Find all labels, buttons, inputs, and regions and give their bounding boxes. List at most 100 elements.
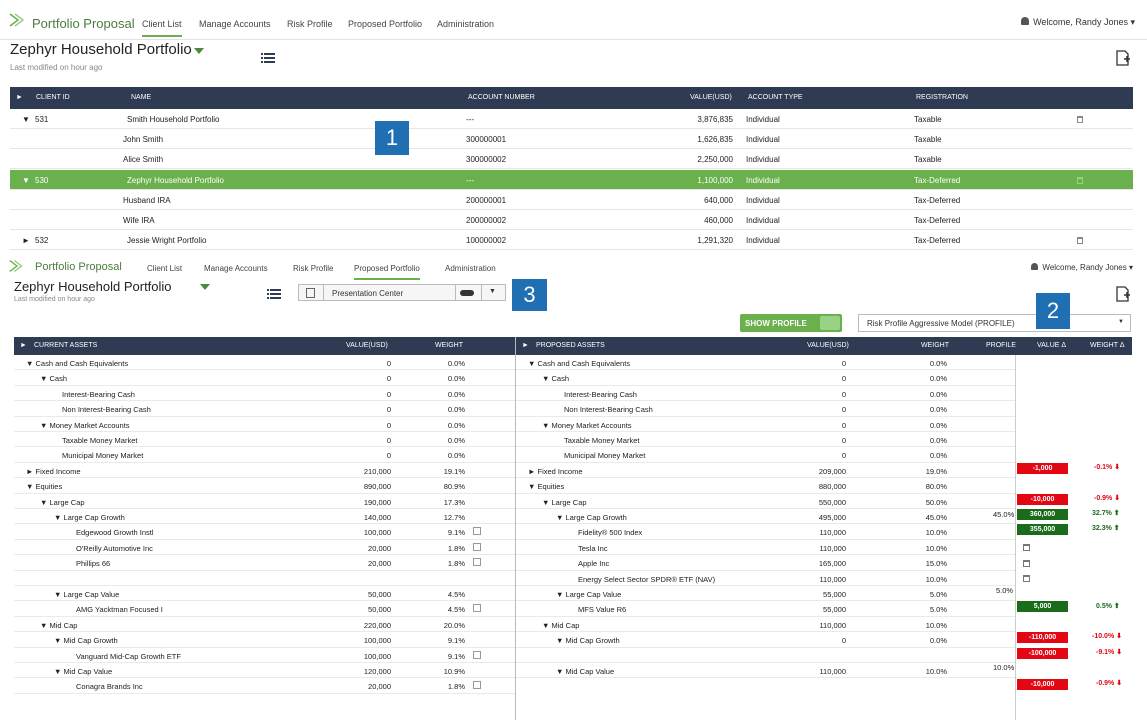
table-row[interactable]: Conagra Brands Inc 20,000 1.8% bbox=[14, 678, 515, 694]
table-row[interactable]: Tesla Inc 110,000 10.0% bbox=[516, 540, 1015, 556]
expand-all-icon[interactable]: ► bbox=[522, 342, 529, 349]
table-row[interactable]: Vanguard Mid-Cap Growth ETF 100,000 9.1% bbox=[14, 648, 515, 663]
col-account-type[interactable]: ACCOUNT TYPE bbox=[748, 94, 803, 101]
table-row[interactable]: Non Interest-Bearing Cash 0 0.0% bbox=[14, 401, 515, 417]
nav-risk-profile[interactable]: Risk Profile bbox=[293, 264, 334, 273]
portfolio-dropdown-icon[interactable] bbox=[194, 48, 204, 54]
nav-proposed-portfolio[interactable]: Proposed Portfolio bbox=[348, 19, 423, 29]
trash-icon[interactable] bbox=[1023, 575, 1030, 582]
col-weight-delta[interactable]: WEIGHT Δ bbox=[1090, 342, 1125, 349]
collapse-icon[interactable]: ▼ bbox=[22, 115, 30, 124]
user-menu[interactable]: Welcome, Randy Jones ▾ bbox=[1021, 17, 1135, 28]
col-name[interactable]: NAME bbox=[131, 94, 152, 101]
expand-all-icon[interactable]: ► bbox=[16, 94, 23, 101]
table-row[interactable]: Husband IRA 200000001 640,000 Individual… bbox=[10, 190, 1133, 210]
table-row[interactable]: ▼ 531 Smith Household Portfolio --- 3,87… bbox=[10, 109, 1133, 129]
table-row[interactable]: ► Fixed Income 209,000 19.0% bbox=[516, 463, 1015, 479]
table-row[interactable]: Interest-Bearing Cash 0 0.0% bbox=[516, 386, 1015, 402]
collapse-icon[interactable]: ▼ bbox=[22, 176, 30, 185]
table-row[interactable]: Apple Inc 165,000 15.0% bbox=[516, 555, 1015, 571]
table-row[interactable]: MFS Value R6 55,000 5.0% bbox=[516, 601, 1015, 617]
table-row[interactable]: Wife IRA 200000002 460,000 Individual Ta… bbox=[10, 210, 1133, 230]
col-profile[interactable]: PROFILE bbox=[986, 342, 1016, 349]
table-row[interactable]: ▼ Mid Cap Growth 0 0.0% bbox=[516, 632, 1015, 648]
nav-proposed-portfolio[interactable]: Proposed Portfolio bbox=[354, 264, 420, 280]
presentation-center-dropdown[interactable]: Presentation Center ▼ bbox=[298, 284, 506, 301]
trash-icon[interactable] bbox=[1077, 116, 1083, 123]
table-row[interactable]: ▼ Large Cap Value 50,000 4.5% bbox=[14, 586, 515, 602]
copy-icon[interactable] bbox=[473, 681, 481, 690]
table-row[interactable]: ▼ Large Cap 190,000 17.3% bbox=[14, 494, 515, 509]
table-row[interactable]: Municipal Money Market 0 0.0% bbox=[14, 447, 515, 463]
trash-icon[interactable] bbox=[1077, 237, 1083, 244]
table-row[interactable]: ▼ Mid Cap Value 110,000 10.0% bbox=[516, 663, 1015, 679]
table-row[interactable]: Taxable Money Market 0 0.0% bbox=[14, 432, 515, 448]
nav-client-list[interactable]: Client List bbox=[142, 19, 182, 37]
copy-icon[interactable] bbox=[473, 542, 481, 551]
col-account-number[interactable]: ACCOUNT NUMBER bbox=[468, 94, 535, 101]
table-row[interactable]: Alice Smith 300000002 2,250,000 Individu… bbox=[10, 149, 1133, 169]
col-value-delta[interactable]: VALUE Δ bbox=[1037, 342, 1067, 349]
table-row[interactable]: Interest-Bearing Cash 0 0.0% bbox=[14, 386, 515, 402]
table-row[interactable]: ▼ Large Cap Growth 140,000 12.7% bbox=[14, 509, 515, 525]
table-row[interactable]: Phillips 66 20,000 1.8% bbox=[14, 555, 515, 571]
table-row[interactable]: Municipal Money Market 0 0.0% bbox=[516, 447, 1015, 463]
table-row[interactable]: ▼ Money Market Accounts 0 0.0% bbox=[14, 417, 515, 432]
chevron-down-icon[interactable]: ▼ bbox=[489, 288, 496, 295]
table-row[interactable]: Taxable Money Market 0 0.0% bbox=[516, 432, 1015, 448]
col-weight[interactable]: WEIGHT bbox=[435, 342, 463, 349]
trash-icon[interactable] bbox=[1077, 177, 1083, 184]
table-row[interactable]: Edgewood Growth Instl 100,000 9.1% bbox=[14, 524, 515, 540]
copy-icon[interactable] bbox=[473, 604, 481, 613]
table-row[interactable]: ▼ Cash 0 0.0% bbox=[516, 370, 1015, 386]
col-value[interactable]: VALUE(USD) bbox=[690, 94, 732, 101]
col-proposed-assets[interactable]: PROPOSED ASSETS bbox=[536, 342, 605, 349]
nav-manage-accounts[interactable]: Manage Accounts bbox=[199, 19, 271, 29]
nav-risk-profile[interactable]: Risk Profile bbox=[287, 19, 333, 29]
portfolio-dropdown-icon[interactable] bbox=[200, 284, 210, 290]
nav-administration[interactable]: Administration bbox=[437, 19, 495, 29]
trash-icon[interactable] bbox=[1023, 560, 1030, 567]
table-row[interactable]: Non Interest-Bearing Cash 0 0.0% bbox=[516, 401, 1015, 417]
table-row[interactable]: ► Fixed Income 210,000 19.1% bbox=[14, 463, 515, 479]
trash-icon[interactable] bbox=[1023, 544, 1030, 551]
table-row[interactable]: ▼ Large Cap Value 55,000 5.0% bbox=[516, 586, 1015, 602]
nav-client-list[interactable]: Client List bbox=[147, 264, 183, 273]
table-row[interactable]: ▼ Cash and Cash Equivalents 0 0.0% bbox=[516, 355, 1015, 371]
table-row-selected[interactable]: ▼ 530 Zephyr Household Portfolio --- 1,1… bbox=[10, 170, 1133, 190]
expand-icon[interactable]: ► bbox=[22, 236, 30, 245]
table-row[interactable]: ▼ Mid Cap 110,000 10.0% bbox=[516, 617, 1015, 633]
table-row[interactable]: O'Reilly Automotive Inc 20,000 1.8% bbox=[14, 540, 515, 556]
table-row[interactable]: ▼ Mid Cap 220,000 20.0% bbox=[14, 617, 515, 633]
list-view-icon[interactable] bbox=[261, 52, 275, 64]
table-row[interactable]: ▼ Large Cap 550,000 50.0% bbox=[516, 494, 1015, 509]
table-row[interactable]: John Smith 300000001 1,626,835 Individua… bbox=[10, 129, 1133, 149]
copy-icon[interactable] bbox=[473, 527, 481, 536]
nav-manage-accounts[interactable]: Manage Accounts bbox=[204, 264, 268, 273]
col-registration[interactable]: REGISTRATION bbox=[916, 94, 968, 101]
col-value[interactable]: VALUE(USD) bbox=[346, 342, 388, 349]
table-row[interactable]: AMG Yacktman Focused I 50,000 4.5% bbox=[14, 601, 515, 617]
table-row[interactable]: ▼ Equities 880,000 80.0% bbox=[516, 478, 1015, 494]
table-row[interactable]: Fidelity® 500 Index 110,000 10.0% bbox=[516, 524, 1015, 540]
table-row[interactable]: ▼ Cash and Cash Equivalents 0 0.0% bbox=[14, 355, 515, 371]
table-row[interactable]: ▼ Large Cap Growth 495,000 45.0% bbox=[516, 509, 1015, 525]
table-row[interactable]: ▼ Cash 0 0.0% bbox=[14, 370, 515, 386]
add-document-icon[interactable] bbox=[1116, 50, 1130, 66]
col-value[interactable]: VALUE(USD) bbox=[807, 342, 849, 349]
table-row[interactable] bbox=[14, 571, 515, 586]
col-current-assets[interactable]: CURRENT ASSETS bbox=[34, 342, 98, 349]
table-row[interactable] bbox=[516, 648, 1015, 663]
table-row[interactable]: ▼ Equities 890,000 80.9% bbox=[14, 478, 515, 494]
table-row[interactable]: ▼ Money Market Accounts 0 0.0% bbox=[516, 417, 1015, 432]
copy-icon[interactable] bbox=[473, 558, 481, 567]
col-weight[interactable]: WEIGHT bbox=[921, 342, 949, 349]
table-row[interactable]: ▼ Mid Cap Growth 100,000 9.1% bbox=[14, 632, 515, 648]
expand-all-icon[interactable]: ► bbox=[20, 342, 27, 349]
add-document-icon[interactable] bbox=[1116, 286, 1130, 302]
table-row[interactable]: ▼ Mid Cap Value 120,000 10.9% bbox=[14, 663, 515, 679]
user-menu[interactable]: Welcome, Randy Jones ▾ bbox=[1031, 263, 1133, 272]
list-view-icon[interactable] bbox=[267, 288, 281, 300]
nav-administration[interactable]: Administration bbox=[445, 264, 496, 273]
copy-icon[interactable] bbox=[473, 650, 481, 659]
